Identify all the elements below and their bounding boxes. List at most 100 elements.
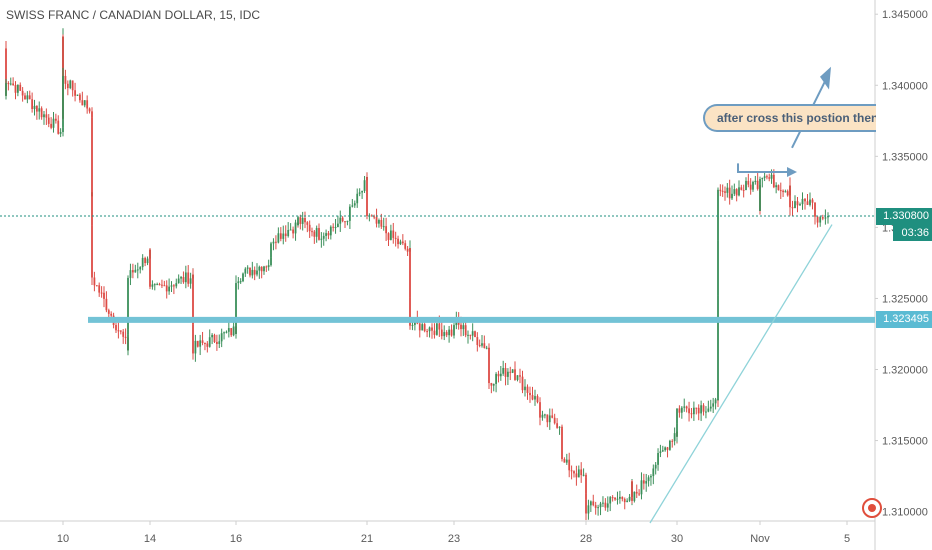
candle-body bbox=[220, 333, 223, 342]
candle-body bbox=[356, 193, 359, 204]
candle-body bbox=[139, 267, 142, 270]
candle-body bbox=[749, 184, 752, 190]
candle-body bbox=[62, 114, 64, 128]
candle-body bbox=[618, 496, 621, 499]
candle-body bbox=[344, 221, 346, 223]
candle-body bbox=[223, 332, 225, 334]
annotation-callout[interactable]: after cross this postion then yo bbox=[703, 104, 876, 132]
candle-body bbox=[348, 206, 351, 221]
candle-body bbox=[206, 343, 209, 347]
candle-body bbox=[182, 277, 185, 283]
y-tick-label: 1.345000 bbox=[882, 9, 928, 21]
candle-body bbox=[573, 471, 575, 474]
candle-body bbox=[93, 277, 96, 286]
candle-body bbox=[144, 257, 147, 264]
candle-body bbox=[453, 325, 455, 330]
candle-body bbox=[782, 190, 784, 193]
tradingview-logo-icon[interactable] bbox=[862, 498, 882, 518]
candle-body bbox=[100, 292, 103, 294]
candle-body bbox=[380, 220, 383, 227]
candle-body bbox=[361, 190, 364, 193]
candle-body bbox=[759, 179, 761, 181]
candle-body bbox=[158, 284, 161, 286]
candle-body bbox=[24, 95, 26, 100]
candle-body bbox=[115, 325, 117, 331]
candle-body bbox=[172, 285, 175, 287]
x-tick-label: Nov bbox=[750, 533, 770, 545]
candle-body bbox=[742, 189, 745, 191]
arrow-path[interactable] bbox=[737, 163, 790, 173]
candle-body bbox=[409, 297, 411, 326]
candle-body bbox=[709, 406, 712, 409]
candle-body bbox=[438, 323, 441, 330]
candle-body bbox=[597, 507, 600, 509]
candle-body bbox=[387, 233, 390, 240]
y-tick-label: 1.325000 bbox=[882, 293, 928, 305]
candle-body bbox=[406, 248, 409, 252]
y-tick-label: 1.315000 bbox=[882, 436, 928, 448]
y-tick-label: 1.320000 bbox=[882, 365, 928, 377]
candle-body bbox=[151, 284, 154, 287]
candle-body bbox=[631, 481, 633, 498]
candle-body bbox=[275, 241, 277, 243]
candle-body bbox=[761, 177, 764, 180]
candle-body bbox=[633, 491, 636, 501]
candle-body bbox=[499, 373, 502, 377]
candle-body bbox=[54, 118, 57, 121]
candle-body bbox=[779, 190, 782, 192]
candle-body bbox=[31, 99, 34, 109]
candle-body bbox=[105, 298, 108, 311]
candle-body bbox=[292, 229, 294, 234]
candle-body bbox=[721, 190, 724, 192]
candle-body bbox=[690, 413, 693, 415]
candle-body bbox=[678, 408, 681, 413]
candle-body bbox=[635, 491, 638, 494]
candle-body bbox=[589, 501, 592, 506]
candle-body bbox=[7, 83, 10, 85]
candle-body bbox=[337, 223, 339, 228]
candle-body bbox=[199, 340, 202, 347]
candle-body bbox=[192, 324, 194, 354]
candle-body bbox=[543, 414, 546, 416]
candle-body bbox=[165, 285, 168, 292]
candle-body bbox=[184, 272, 187, 283]
candle-body bbox=[86, 100, 89, 109]
x-tick-label: 10 bbox=[57, 533, 69, 545]
candle-body bbox=[161, 284, 163, 286]
candle-body bbox=[529, 392, 531, 396]
candle-body bbox=[127, 334, 129, 351]
candle-body bbox=[401, 241, 404, 244]
candle-body bbox=[553, 417, 556, 424]
candle-body bbox=[235, 283, 237, 334]
candle-body bbox=[16, 84, 19, 93]
candle-body bbox=[249, 267, 251, 276]
candle-body bbox=[609, 497, 612, 504]
candle-body bbox=[474, 331, 476, 338]
candle-body bbox=[464, 325, 467, 336]
candle-body bbox=[418, 323, 421, 331]
candle-body bbox=[149, 249, 151, 287]
candle-body bbox=[332, 226, 335, 228]
candle-body bbox=[712, 403, 715, 407]
candle-body bbox=[170, 285, 173, 287]
candle-body bbox=[83, 100, 86, 106]
support-level-label: 1.323495 bbox=[876, 311, 932, 329]
candle-body bbox=[568, 459, 571, 471]
candle-body bbox=[777, 185, 780, 191]
candle-body bbox=[5, 83, 7, 96]
candle-body bbox=[119, 330, 122, 332]
candle-body bbox=[676, 423, 678, 437]
candle-body bbox=[724, 191, 726, 193]
candle-body bbox=[192, 274, 194, 325]
trend-line[interactable] bbox=[649, 224, 833, 524]
candle-body bbox=[585, 493, 587, 500]
candle-body bbox=[40, 108, 43, 118]
candle-body bbox=[738, 187, 740, 196]
candle-body bbox=[726, 187, 729, 193]
candle-body bbox=[260, 266, 263, 272]
candle-body bbox=[640, 480, 643, 495]
candle-body bbox=[531, 395, 534, 400]
candle-body bbox=[668, 440, 671, 450]
